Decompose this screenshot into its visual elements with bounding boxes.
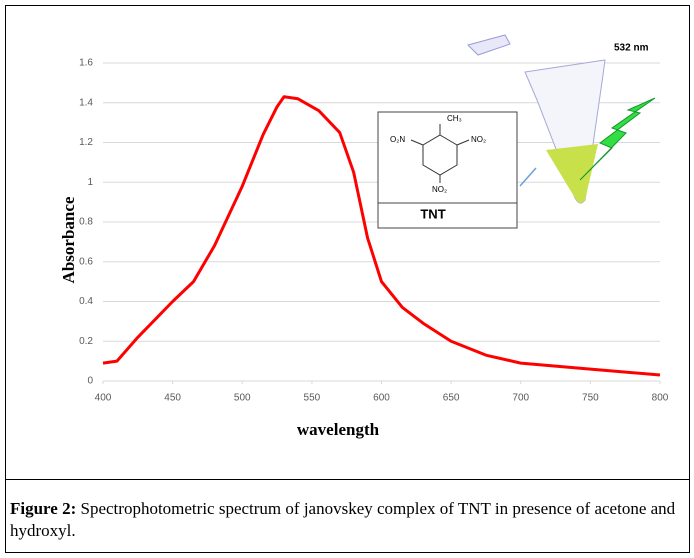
tube-liquid xyxy=(546,144,598,204)
inset-label: TNT xyxy=(420,206,445,221)
x-tick-label: 700 xyxy=(512,393,529,404)
x-tick-label: 550 xyxy=(304,393,321,404)
y-tick-label: 0.8 xyxy=(79,217,93,228)
group-label: O₂N xyxy=(390,135,405,144)
inset: CH₃ O₂N NO₂ NO₂ TNT 532 nm xyxy=(377,34,656,229)
caption-line: Figure 2: Spectrophotometric spectrum of… xyxy=(10,499,676,540)
arrow xyxy=(519,167,537,187)
tube xyxy=(524,59,606,204)
group-label: NO₂ xyxy=(471,135,486,144)
inset-box xyxy=(377,111,518,229)
x-tick-label: 450 xyxy=(164,393,181,404)
figure-border xyxy=(5,5,690,553)
y-tick-label: 0 xyxy=(87,376,93,387)
x-tick-label: 400 xyxy=(95,393,112,404)
x-tick-label: 500 xyxy=(234,393,251,404)
wavelength-label: 532 nm xyxy=(614,43,649,54)
x-axis-title: wavelength xyxy=(297,420,380,439)
group-label: NO₂ xyxy=(432,185,447,194)
y-tick-label: 1.4 xyxy=(79,97,93,108)
y-tick-label: 1.6 xyxy=(79,58,93,69)
x-tick-label: 750 xyxy=(582,393,599,404)
y-tick-label: 1 xyxy=(87,177,93,188)
y-tick-label: 0.4 xyxy=(79,296,93,307)
bond xyxy=(410,139,424,146)
tube-cap xyxy=(467,34,511,56)
laser-bolt xyxy=(579,97,656,181)
y-tick-label: 0.6 xyxy=(79,256,93,267)
x-tick-label: 800 xyxy=(652,393,669,404)
caption-text: Spectrophotometric spectrum of janovskey… xyxy=(10,499,676,540)
caption-label: Figure 2: xyxy=(10,499,76,518)
data-line xyxy=(102,95,661,377)
bond xyxy=(456,139,470,146)
x-tick-label: 650 xyxy=(443,393,460,404)
x-tick-label: 600 xyxy=(373,393,390,404)
y-axis-title: Absorbance xyxy=(59,196,78,283)
y-tick-label: 1.2 xyxy=(79,137,93,148)
group-label: CH₃ xyxy=(447,114,462,123)
y-tick-label: 0.2 xyxy=(79,336,93,347)
